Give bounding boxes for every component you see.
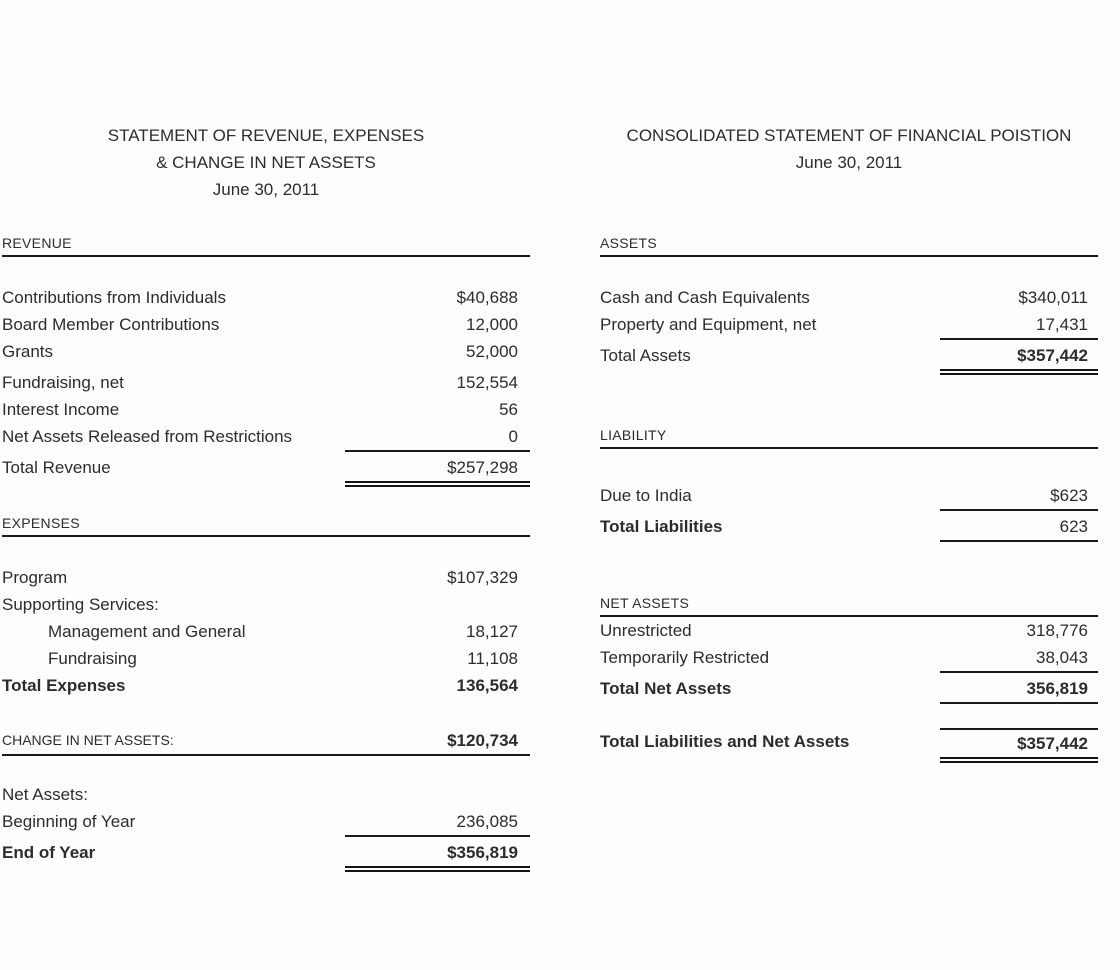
row-value: 52,000 xyxy=(466,342,518,361)
table-row: Net Assets: xyxy=(2,781,530,808)
row-label: Total Liabilities xyxy=(600,517,723,536)
row-label: Net Assets: xyxy=(2,785,88,804)
row-value: $356,819 xyxy=(345,839,530,872)
revenue-rows: Contributions from Individuals $40,688 B… xyxy=(2,284,530,487)
row-label: Grants xyxy=(2,342,54,361)
row-label: Unrestricted xyxy=(600,621,692,640)
title-date: June 30, 2011 xyxy=(212,180,320,199)
row-value: 152,554 xyxy=(456,373,518,392)
row-value: 11,108 xyxy=(467,649,518,668)
row-label: Board Member Contributions xyxy=(2,315,220,334)
row-label: Management and General xyxy=(48,622,246,641)
total-assets-row: Total Assets $357,442 xyxy=(600,342,1098,375)
total-liabilities-row: Total Liabilities 623 xyxy=(600,513,1098,542)
row-value: 56 xyxy=(499,400,518,419)
statement-revenue-expenses: STATEMENT OF REVENUE, EXPENSES & CHANGE … xyxy=(2,0,530,872)
net-assets-rows: Unrestricted 318,776 Temporarily Restric… xyxy=(600,617,1098,704)
row-value: 236,085 xyxy=(345,808,530,837)
row-value: $107,329 xyxy=(447,568,518,587)
row-label: Total Liabilities and Net Assets xyxy=(600,732,850,751)
row-label: CHANGE IN NET ASSETS: xyxy=(2,732,174,748)
row-value: $257,298 xyxy=(345,454,530,487)
statement-financial-position: CONSOLIDATED STATEMENT OF FINANCIAL POIS… xyxy=(600,0,1098,763)
row-value: $357,442 xyxy=(940,342,1098,375)
section-header-net-assets: NET ASSETS xyxy=(600,595,1098,617)
row-value: $340,011 xyxy=(1018,288,1088,307)
title-line-1: STATEMENT OF REVENUE, EXPENSES xyxy=(107,126,425,145)
table-row: Property and Equipment, net 17,431 xyxy=(600,311,1098,340)
row-label: Total Net Assets xyxy=(600,679,732,698)
row-value: 623 xyxy=(940,513,1098,542)
total-net-assets-row: Total Net Assets 356,819 xyxy=(600,675,1098,704)
assets-rows: Cash and Cash Equivalents $340,011 Prope… xyxy=(600,284,1098,375)
row-value: 318,776 xyxy=(1026,621,1088,640)
liability-rows: Due to India $623 Total Liabilities 623 xyxy=(600,482,1098,542)
row-label: Fundraising xyxy=(48,649,137,668)
table-row: Grants 52,000 xyxy=(2,338,530,365)
row-label: Temporarily Restricted xyxy=(600,648,770,667)
row-value: $623 xyxy=(940,482,1098,511)
row-value: 17,431 xyxy=(940,311,1098,340)
table-row: Unrestricted 318,776 xyxy=(600,617,1098,644)
row-label: Cash and Cash Equivalents xyxy=(600,288,810,307)
row-label: Program xyxy=(2,568,68,587)
row-value: 356,819 xyxy=(940,675,1098,704)
row-value: $120,734 xyxy=(447,731,518,750)
table-row: Program $107,329 xyxy=(2,564,530,591)
row-label: End of Year xyxy=(2,843,96,862)
end-of-year-row: End of Year $356,819 xyxy=(2,839,530,872)
total-liabilities-and-net-assets-row: Total Liabilities and Net Assets $357,44… xyxy=(600,728,1098,763)
table-row: Beginning of Year 236,085 xyxy=(2,808,530,837)
section-header-revenue: REVENUE xyxy=(2,235,530,257)
row-label: Total Assets xyxy=(600,346,691,365)
table-row: Fundraising, net 152,554 xyxy=(2,369,530,396)
title-line-2: & CHANGE IN NET ASSETS xyxy=(156,153,376,172)
title-date: June 30, 2011 xyxy=(795,153,903,172)
section-header-assets: ASSETS xyxy=(600,235,1098,257)
change-in-net-assets-row: CHANGE IN NET ASSETS: $120,734 xyxy=(2,727,530,756)
row-label: Property and Equipment, net xyxy=(600,315,817,334)
expenses-rows: Program $107,329 Supporting Services: Ma… xyxy=(2,564,530,699)
right-statement-title: CONSOLIDATED STATEMENT OF FINANCIAL POIS… xyxy=(600,122,1098,176)
table-row: Management and General 18,127 xyxy=(2,618,530,645)
row-label: Supporting Services: xyxy=(2,595,159,614)
table-row: Cash and Cash Equivalents $340,011 xyxy=(600,284,1098,311)
table-row: Fundraising 11,108 xyxy=(2,645,530,672)
row-label: Fundraising, net xyxy=(2,373,124,392)
table-row: Temporarily Restricted 38,043 xyxy=(600,644,1098,673)
row-value: $40,688 xyxy=(456,288,518,307)
left-statement-title: STATEMENT OF REVENUE, EXPENSES & CHANGE … xyxy=(2,122,530,203)
table-row: Board Member Contributions 12,000 xyxy=(2,311,530,338)
row-value: 18,127 xyxy=(466,622,518,641)
row-value: 136,564 xyxy=(456,676,518,695)
row-label: Total Expenses xyxy=(2,676,126,695)
table-row: Interest Income 56 xyxy=(2,396,530,423)
row-value: $357,442 xyxy=(940,728,1098,763)
row-label: Total Revenue xyxy=(2,458,111,477)
row-label: Net Assets Released from Restrictions xyxy=(2,427,293,446)
row-value: 0 xyxy=(345,423,530,452)
table-row: Net Assets Released from Restrictions 0 xyxy=(2,423,530,452)
row-label: Contributions from Individuals xyxy=(2,288,226,307)
title-line-1: CONSOLIDATED STATEMENT OF FINANCIAL POIS… xyxy=(626,126,1072,145)
row-label: Due to India xyxy=(600,486,692,505)
row-value: 12,000 xyxy=(466,315,518,334)
table-row: Due to India $623 xyxy=(600,482,1098,511)
net-assets-rows: Net Assets: Beginning of Year 236,085 En… xyxy=(2,781,530,872)
table-row: Supporting Services: xyxy=(2,591,530,618)
row-value: 38,043 xyxy=(940,644,1098,673)
row-label: Beginning of Year xyxy=(2,812,136,831)
table-row: Contributions from Individuals $40,688 xyxy=(2,284,530,311)
section-header-expenses: EXPENSES xyxy=(2,515,530,537)
total-expenses-row: Total Expenses 136,564 xyxy=(2,672,530,699)
total-revenue-row: Total Revenue $257,298 xyxy=(2,454,530,487)
section-header-liability: LIABILITY xyxy=(600,427,1098,449)
row-label: Interest Income xyxy=(2,400,120,419)
